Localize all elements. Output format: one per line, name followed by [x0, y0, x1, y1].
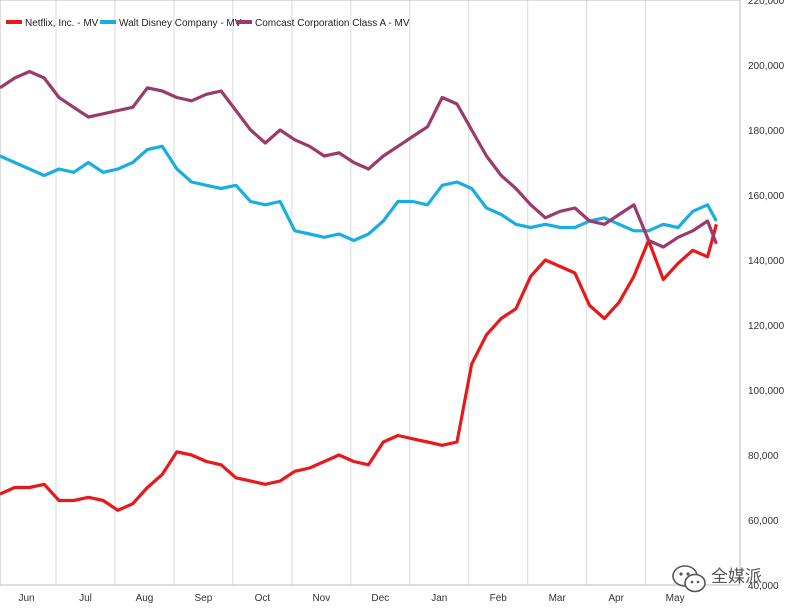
y-tick-label: 100,000 — [748, 386, 785, 397]
x-tick-label: Feb — [490, 593, 508, 604]
x-tick-label: Sep — [195, 593, 213, 604]
legend-label: Walt Disney Company - MV — [119, 18, 242, 29]
legend-label: Netflix, Inc. - MV — [25, 18, 99, 29]
watermark: 全媒派 — [672, 565, 762, 593]
x-tick-label: Jul — [79, 593, 92, 604]
legend: Netflix, Inc. - MV Walt Disney Company - … — [6, 18, 410, 29]
y-tick-label: 180,000 — [748, 126, 785, 137]
y-tick-label: 160,000 — [748, 191, 785, 202]
legend-label: Comcast Corporation Class A - MV — [255, 18, 410, 29]
series-layer — [0, 69, 718, 512]
wechat-icon — [672, 565, 706, 593]
watermark-text: 全媒派 — [711, 567, 762, 587]
series-line-1 — [0, 223, 718, 512]
y-tick-label: 140,000 — [748, 256, 785, 267]
y-tick-label: 220,000 — [748, 0, 785, 7]
y-axis: 40,000 60,000 80,000 100,000 120,000 140,000 1… — [748, 0, 785, 592]
series-line-3 — [0, 69, 718, 249]
series-line-2 — [0, 144, 718, 243]
x-tick-label: Jan — [431, 593, 447, 604]
x-tick-label: Dec — [371, 593, 389, 604]
x-tick-label: Apr — [608, 593, 624, 604]
x-tick-label: Mar — [549, 593, 567, 604]
y-tick-label: 120,000 — [748, 321, 785, 332]
y-tick-label: 80,000 — [748, 451, 779, 462]
x-axis: Jun Jul Aug Sep Oct Nov Dec Jan Feb Mar Apr May — [18, 593, 684, 604]
x-tick-label: Nov — [312, 593, 330, 604]
y-tick-label: 40,000 — [748, 581, 779, 592]
x-tick-label: Aug — [136, 593, 154, 604]
x-tick-label: Oct — [255, 593, 271, 604]
y-tick-label: 200,000 — [748, 61, 785, 72]
x-tick-label: Jun — [18, 593, 34, 604]
x-tick-label: May — [666, 593, 685, 604]
plot-border — [0, 0, 741, 586]
y-tick-label: 60,000 — [748, 516, 779, 527]
